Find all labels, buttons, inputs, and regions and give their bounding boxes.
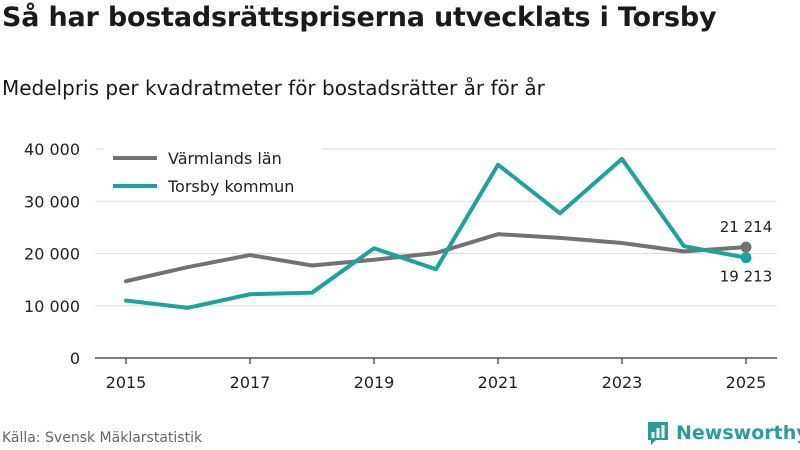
legend-label: Värmlands län (168, 149, 282, 168)
x-tick-label: 2017 (230, 373, 271, 392)
x-tick-label: 2015 (106, 373, 147, 392)
y-tick-label: 0 (70, 349, 80, 368)
x-tick-label: 2025 (726, 373, 767, 392)
chart-title: Så har bostadsrättspriserna utvecklats i… (2, 2, 717, 33)
x-tick-label: 2023 (602, 373, 643, 392)
y-tick-label: 40 000 (24, 140, 80, 159)
series-line-varmland (124, 232, 748, 284)
end-value-label: 21 214 (720, 218, 773, 236)
x-tick-label: 2019 (354, 373, 395, 392)
legend-background (104, 143, 322, 199)
end-value-label: 19 213 (720, 268, 773, 286)
series-line-torsby (124, 156, 748, 310)
y-tick-label: 20 000 (24, 245, 80, 264)
series-end-point (740, 241, 752, 253)
brand-name: Newsworthy (676, 422, 800, 444)
y-tick-label: 30 000 (24, 192, 80, 211)
bar-chart-logo-icon (648, 422, 668, 445)
source-note: Källa: Svensk Mäklarstatistik (2, 430, 203, 446)
x-tick-label: 2021 (478, 373, 519, 392)
y-tick-label: 10 000 (24, 297, 80, 316)
legend-label: Torsby kommun (167, 177, 294, 196)
series-end-point (740, 252, 752, 264)
chart-subtitle: Medelpris per kvadratmeter för bostadsrä… (2, 76, 545, 100)
brand-logo: Newsworthy (646, 420, 800, 446)
